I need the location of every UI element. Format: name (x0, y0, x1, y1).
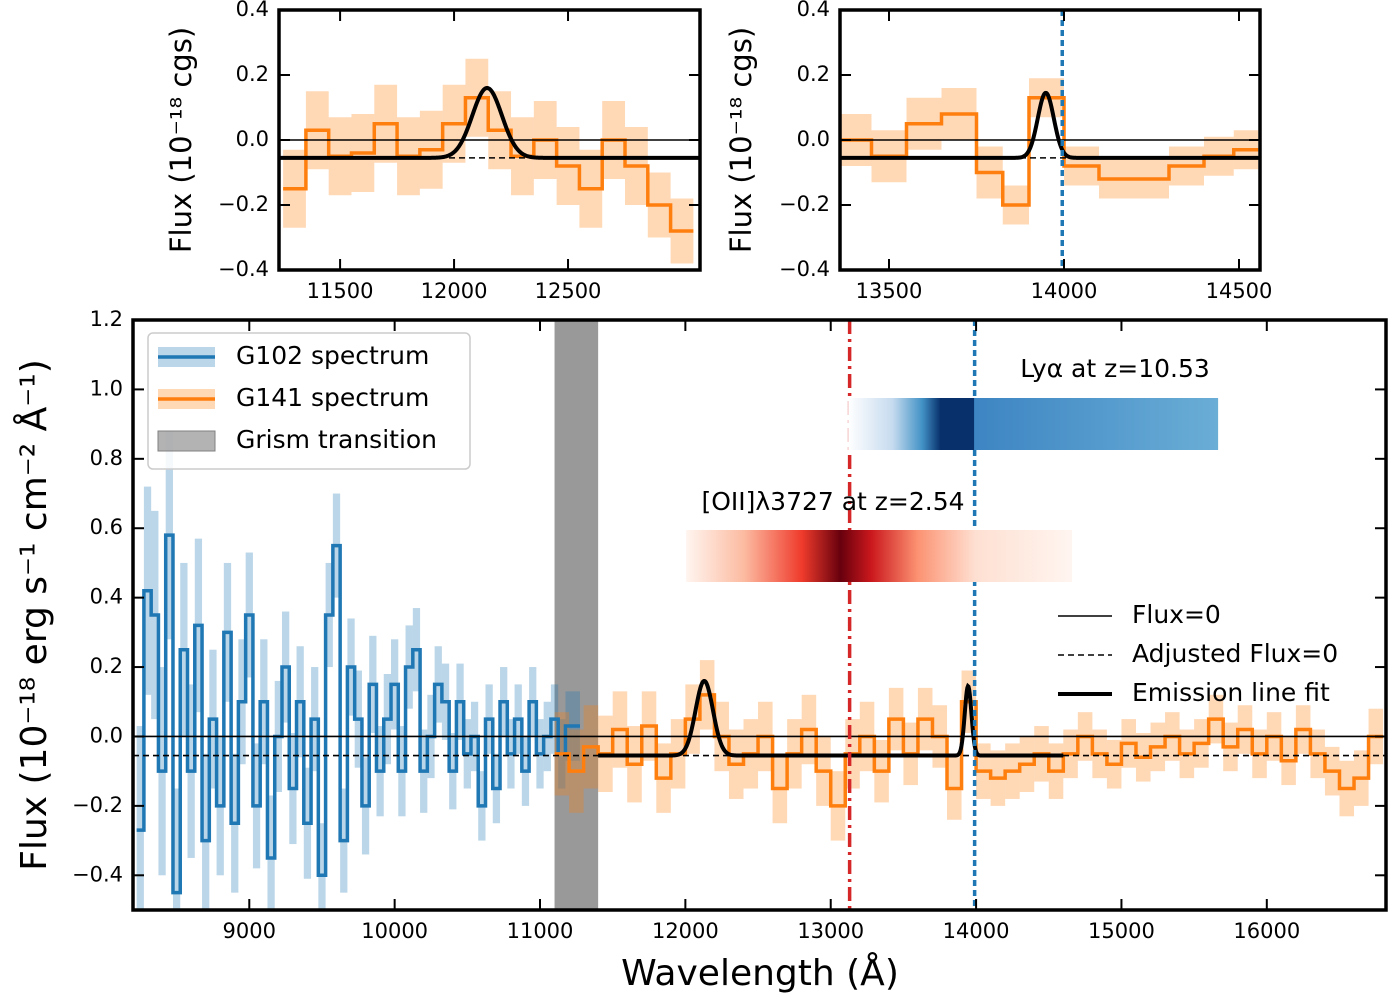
emission-fit (598, 678, 1064, 758)
x-tick-label: 12500 (535, 279, 602, 303)
y-tick-label: 0.2 (797, 62, 830, 86)
redshift-pdf (686, 530, 1073, 582)
x-tick-label: 9000 (223, 919, 276, 943)
emission-fit (279, 86, 700, 160)
spectrum-line (283, 96, 694, 233)
y-tick-label: 0.4 (236, 0, 269, 21)
x-tick-label: 13000 (797, 919, 864, 943)
redshift-label: [OII]λ3727 at z=2.54 (701, 487, 964, 516)
legend-label: Flux=0 (1132, 600, 1221, 629)
inset-y-label: Flux (10⁻¹⁸ cgs) (724, 27, 758, 253)
plot-area (840, 10, 1260, 270)
legend-label: G141 spectrum (236, 383, 429, 412)
inset-y-label: Flux (10⁻¹⁸ cgs) (164, 27, 198, 253)
y-tick-label: 0.4 (90, 585, 123, 609)
spectrum-line (136, 533, 580, 895)
plot-area (279, 58, 700, 264)
y-tick-label: 0.0 (236, 127, 269, 151)
y-tick-label: 0.0 (797, 127, 830, 151)
redshift-label: Lyα at z=10.53 (1020, 354, 1210, 383)
plot-area (133, 320, 1386, 910)
x-tick-label: 11000 (507, 919, 574, 943)
y-tick-label: −0.4 (72, 862, 123, 886)
y-tick-label: 0.2 (90, 654, 123, 678)
x-tick-label: 10000 (361, 919, 428, 943)
legend-patch (157, 430, 216, 452)
axes-frame (131, 318, 1388, 912)
legend-label: Emission line fit (1132, 678, 1330, 707)
y-tick-label: 1.0 (90, 376, 123, 400)
redshift-pdf (848, 398, 1219, 450)
x-tick-label: 16000 (1233, 919, 1300, 943)
y-tick-label: −0.2 (779, 192, 830, 216)
x-tick-label: 13500 (856, 279, 923, 303)
error-band (318, 823, 326, 910)
x-tick-label: 14500 (1206, 279, 1273, 303)
x-tick-label: 11500 (307, 279, 374, 303)
x-tick-label: 15000 (1088, 919, 1155, 943)
x-axis-label: Wavelength (Å) (621, 951, 899, 994)
y-tick-label: −0.4 (779, 257, 830, 281)
error-band (267, 795, 275, 910)
legend-label: Adjusted Flux=0 (1132, 639, 1338, 668)
y-tick-label: 0.2 (236, 62, 269, 86)
x-tick-label: 12000 (421, 279, 488, 303)
error-band (202, 753, 210, 910)
y-tick-label: 0.4 (797, 0, 830, 21)
spectrum-line (840, 96, 1259, 207)
legend-box (147, 332, 471, 470)
y-tick-label: −0.2 (218, 192, 269, 216)
y-axis-label: Flux (10⁻¹⁸ erg s⁻¹ cm⁻² Å⁻¹) (12, 359, 55, 871)
legend-label: Grism transition (236, 425, 437, 454)
emission-fit (840, 90, 1260, 160)
y-tick-label: 0.0 (90, 723, 123, 747)
y-tick-label: 1.2 (90, 307, 123, 331)
y-tick-label: 0.6 (90, 515, 123, 539)
y-tick-label: −0.4 (218, 257, 269, 281)
y-tick-label: −0.2 (72, 793, 123, 817)
grism-span (554, 320, 599, 910)
y-tick-label: 0.8 (90, 446, 123, 470)
x-tick-label: 14000 (1031, 279, 1098, 303)
legend-label: G102 spectrum (236, 341, 429, 370)
x-tick-label: 14000 (943, 919, 1010, 943)
error-band (172, 788, 181, 910)
x-tick-label: 12000 (652, 919, 719, 943)
error-band (136, 726, 144, 910)
